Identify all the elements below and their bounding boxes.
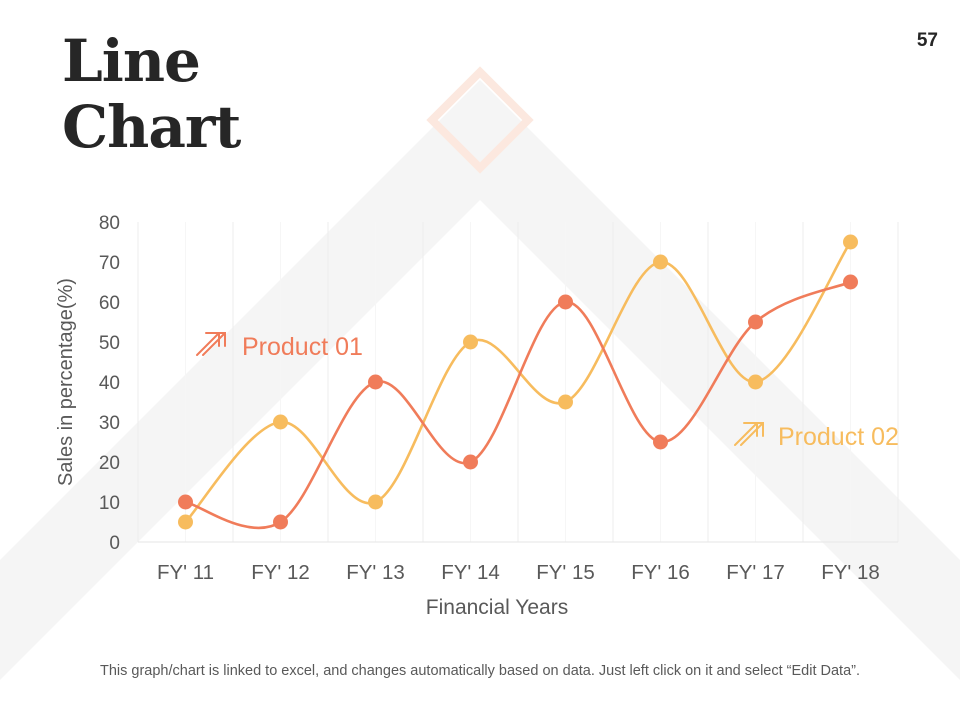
x-tick-label: FY' 14: [441, 561, 500, 584]
data-point-product-2: [463, 334, 478, 350]
data-point-product-2: [273, 414, 288, 430]
y-tick-label: 10: [99, 493, 120, 514]
chart-series: [178, 234, 858, 530]
legend-label: Product 02: [778, 423, 899, 451]
data-point-product-1: [843, 274, 858, 290]
x-tick-label: FY' 17: [726, 561, 785, 584]
chart-gridlines: [137, 222, 899, 543]
arrow-stroke: [734, 422, 758, 446]
x-tick-label: FY' 15: [536, 561, 595, 584]
y-tick-label: 60: [99, 293, 120, 314]
x-tick-label: FY' 18: [821, 561, 880, 584]
y-axis-title: Sales in percentage(%): [55, 278, 77, 486]
series-line-product-1: [185, 280, 852, 530]
data-point-product-1: [748, 314, 763, 330]
x-tick-label: FY' 16: [631, 561, 690, 584]
data-point-product-2: [748, 374, 763, 390]
arrow-stroke: [740, 422, 764, 446]
data-point-product-1: [558, 294, 573, 310]
chart-axes: 0 10 20 30 40 50 60 70 80 FY' 11 FY' 12 FY' 13 FY' 1…: [99, 213, 880, 584]
y-tick-label: 20: [99, 453, 120, 474]
data-point-product-1: [463, 454, 478, 470]
data-point-product-2: [368, 494, 383, 510]
y-tick-label: 70: [99, 253, 120, 274]
x-tick-label: FY' 12: [251, 561, 310, 584]
slide-title: Line Chart: [62, 27, 241, 161]
x-tick-label: FY' 13: [346, 561, 405, 584]
x-axis-title: Financial Years: [426, 596, 568, 619]
chart-footnote: This graph/chart is linked to excel, and…: [99, 663, 861, 679]
y-tick-label: 80: [99, 213, 120, 234]
arrow-stroke: [196, 332, 220, 356]
data-point-product-2: [558, 394, 573, 410]
x-tick-label: FY' 11: [157, 561, 214, 584]
legend-label: Product 01: [242, 333, 363, 361]
background-diamond-icon: [426, 66, 534, 174]
data-point-product-1: [653, 434, 668, 450]
data-point-product-2: [178, 514, 193, 530]
y-tick-label: 0: [109, 533, 120, 554]
data-point-product-1: [178, 494, 193, 510]
y-tick-label: 40: [99, 373, 120, 394]
data-point-product-2: [653, 254, 668, 270]
series-line-product-2: [184, 241, 852, 523]
double-arrow-icon: [734, 422, 764, 446]
y-tick-label: 30: [99, 413, 120, 434]
y-tick-label: 50: [99, 333, 120, 354]
data-point-product-1: [273, 514, 288, 530]
arrow-stroke: [202, 332, 226, 356]
data-point-product-2: [843, 234, 858, 250]
chart-legend: Product 01 Product 02: [196, 332, 899, 451]
background-chevron: [0, 80, 960, 680]
slide-number: 57: [916, 30, 938, 51]
double-arrow-icon: [196, 332, 226, 356]
data-point-product-1: [368, 374, 383, 390]
